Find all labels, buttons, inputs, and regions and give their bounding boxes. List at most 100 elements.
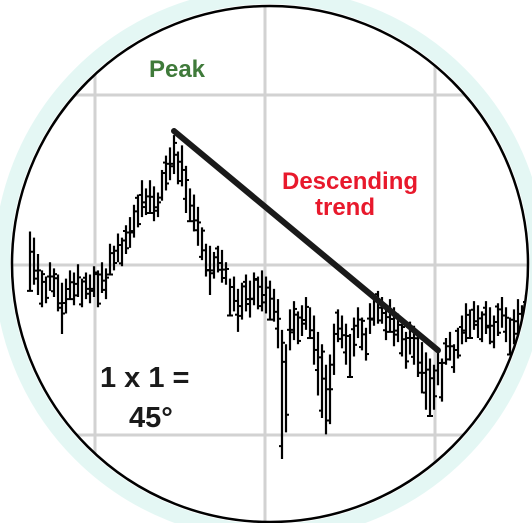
price-bar <box>131 204 137 238</box>
price-bar <box>35 254 41 295</box>
price-bar <box>315 331 321 396</box>
price-bar <box>235 288 241 332</box>
price-bar <box>175 151 181 185</box>
price-bar <box>103 268 109 300</box>
price-bar <box>415 333 421 377</box>
price-bar <box>363 327 369 361</box>
price-bar <box>171 135 177 175</box>
price-bar <box>451 344 457 373</box>
price-bar <box>399 323 405 357</box>
price-bar <box>147 180 153 214</box>
ratio-label-line2: 45° <box>129 402 173 434</box>
price-bar <box>79 278 85 308</box>
price-bar <box>115 233 121 263</box>
price-bar <box>383 307 389 341</box>
price-bar <box>275 299 281 349</box>
price-bar <box>327 354 333 425</box>
price-bar <box>283 344 289 433</box>
price-bar <box>143 188 149 216</box>
price-bar <box>111 245 117 271</box>
price-bar <box>475 305 481 339</box>
price-bar <box>323 364 329 435</box>
price-bar <box>239 282 245 320</box>
price-bar <box>243 274 249 312</box>
price-bar <box>31 237 37 285</box>
price-bar <box>483 301 489 334</box>
trend-label-line1: Descending <box>282 168 418 195</box>
price-bar <box>163 155 169 191</box>
price-bar <box>59 282 65 334</box>
price-bar <box>435 348 441 386</box>
price-bar <box>135 194 141 228</box>
price-bar <box>459 315 465 345</box>
price-bar <box>215 245 221 273</box>
price-bar <box>211 251 217 279</box>
price-bar <box>311 315 317 365</box>
price-bar <box>223 262 229 285</box>
price-bar <box>91 266 97 298</box>
price-bar <box>43 276 49 304</box>
price-bar <box>95 270 101 308</box>
price-bar <box>439 358 445 402</box>
price-bar <box>227 278 233 317</box>
price-bar <box>63 278 69 314</box>
price-bar <box>279 329 285 459</box>
price-bar <box>195 206 201 246</box>
trend-label-line2: trend <box>315 194 375 221</box>
price-bar <box>155 192 161 218</box>
price-bar <box>267 280 273 321</box>
price-bar <box>403 331 409 369</box>
price-bar <box>335 309 341 343</box>
price-bar <box>303 297 309 330</box>
price-bar <box>179 145 185 187</box>
price-bar <box>259 270 265 312</box>
price-bar <box>447 331 453 361</box>
price-bar <box>423 352 429 410</box>
price-bar <box>359 317 365 351</box>
price-bar <box>83 272 89 300</box>
price-bar <box>295 311 301 345</box>
price-bar <box>387 299 393 333</box>
ratio-label-line1: 1 x 1 = <box>100 362 190 394</box>
price-bar <box>343 323 349 365</box>
price-bar <box>367 303 373 334</box>
price-bar <box>119 237 125 267</box>
price-bar <box>159 169 165 201</box>
price-bar <box>319 344 325 418</box>
price-bar <box>219 249 225 283</box>
price-bar <box>67 270 73 301</box>
descending-trendline <box>171 128 441 354</box>
price-bar <box>27 231 33 292</box>
price-bar <box>51 268 57 298</box>
price-bar <box>479 311 485 343</box>
price-bar <box>427 358 433 417</box>
price-bar <box>127 217 133 248</box>
price-bar <box>515 299 521 336</box>
price-bar <box>55 274 61 312</box>
price-bar <box>331 323 337 375</box>
price-bar <box>471 301 477 330</box>
price-bar <box>107 243 113 276</box>
price-bar <box>271 288 277 322</box>
price-bar <box>287 309 293 351</box>
price-bar <box>431 364 437 410</box>
price-bar <box>503 307 509 343</box>
price-bar <box>75 264 81 298</box>
price-bar <box>495 303 501 336</box>
price-bar <box>511 309 517 345</box>
price-bar <box>71 272 77 306</box>
price-bar <box>499 297 505 328</box>
price-bar <box>291 301 297 341</box>
price-bar <box>123 225 129 254</box>
price-bar <box>87 274 93 304</box>
price-bar <box>199 227 205 261</box>
price-bar <box>191 194 197 232</box>
price-bar <box>183 165 189 213</box>
price-bar <box>463 303 469 343</box>
price-bar <box>339 315 345 349</box>
price-bar <box>419 342 425 394</box>
